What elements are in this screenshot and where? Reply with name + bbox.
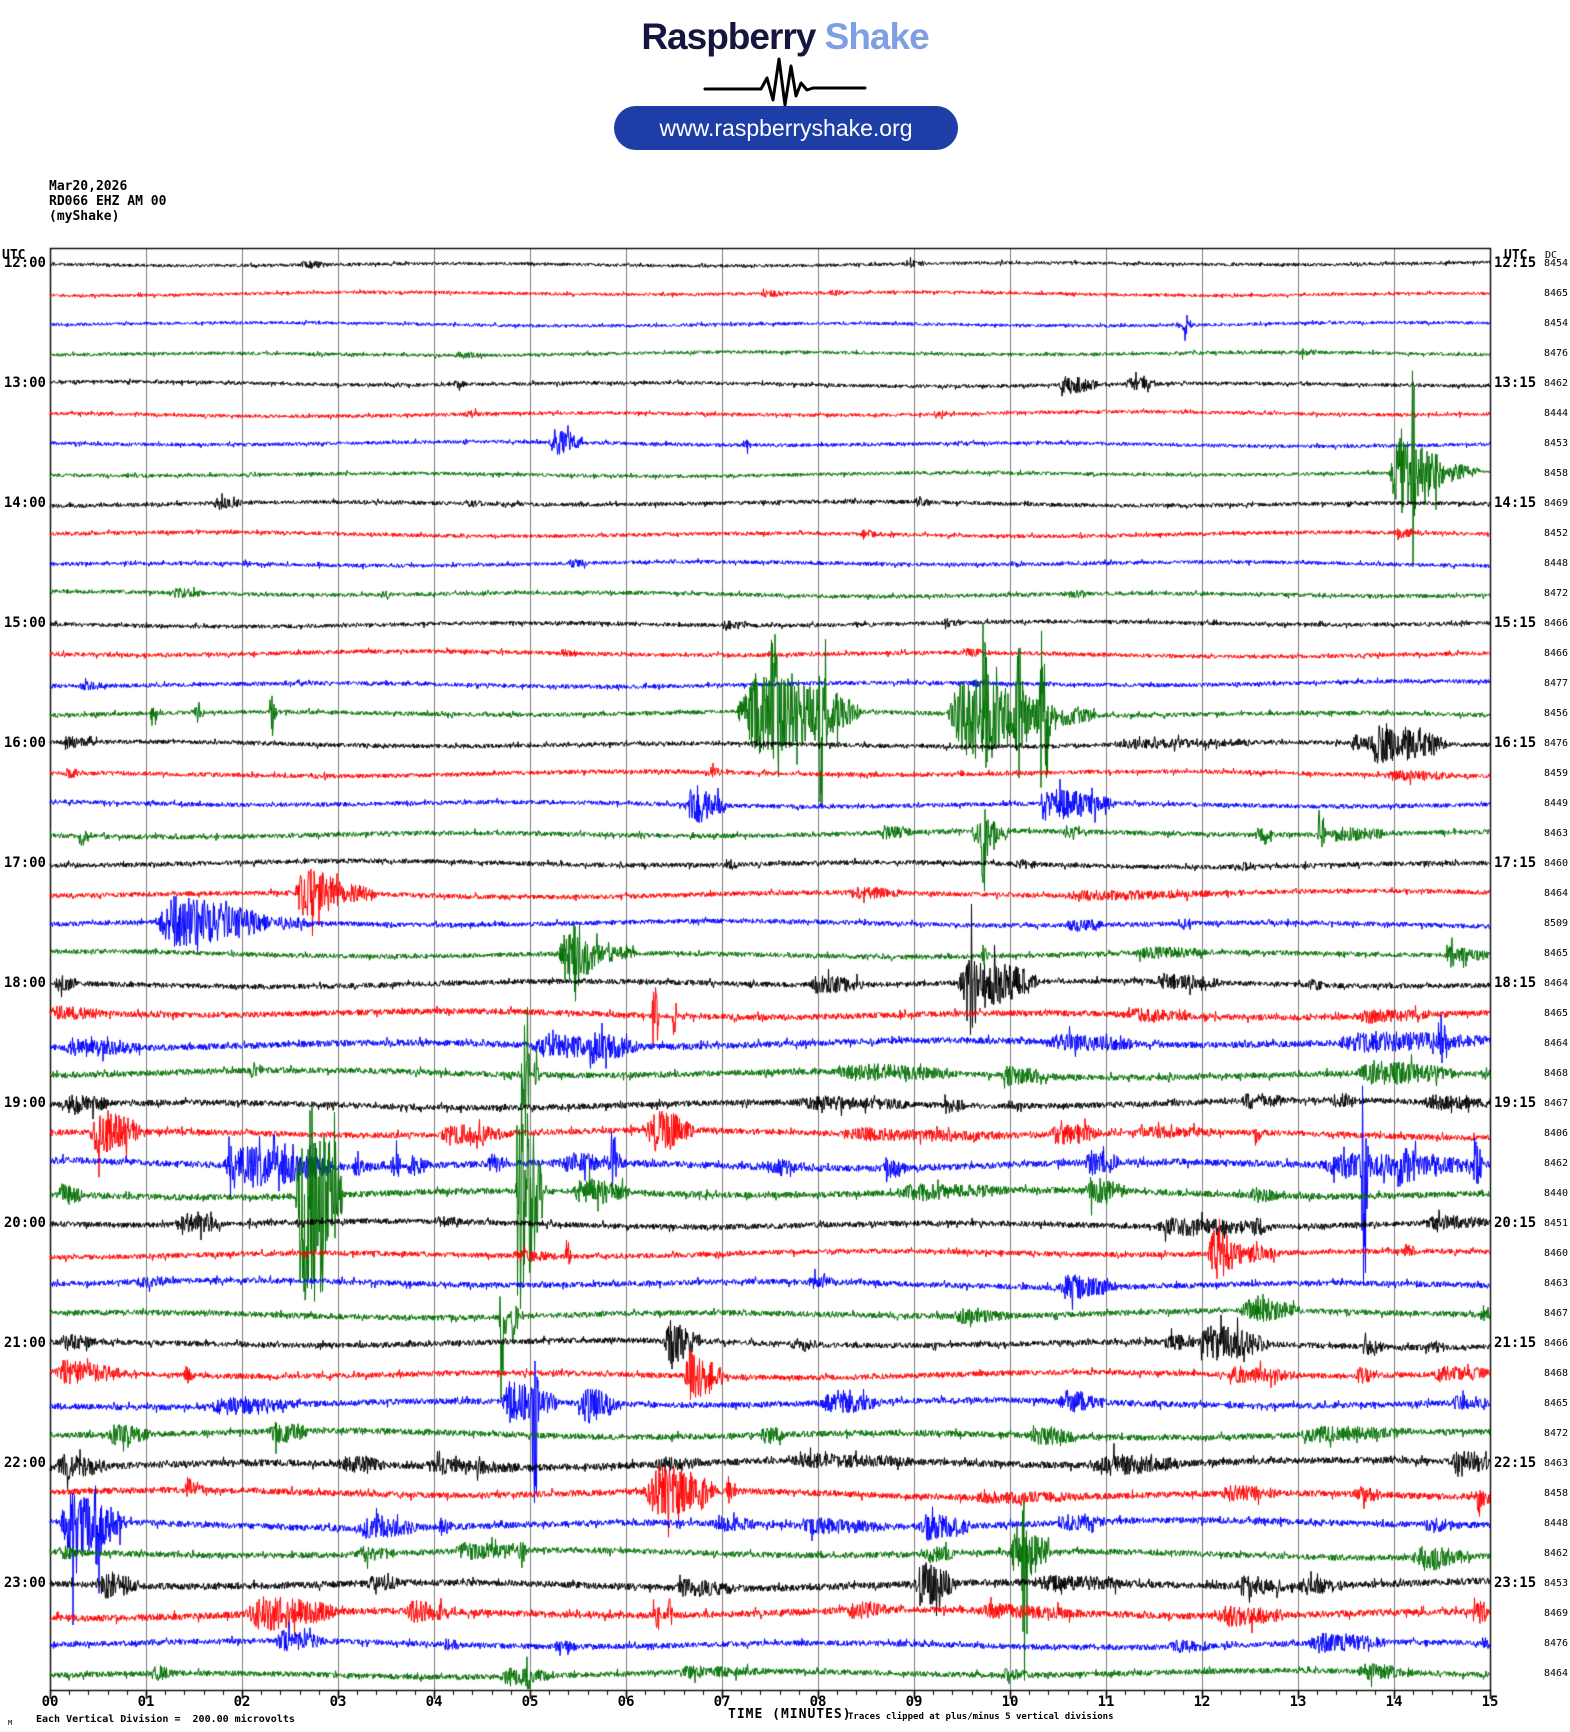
minute-label: 05: [521, 1694, 539, 1710]
dc-value: 8456: [1544, 708, 1569, 719]
hour-label-right: 22:15: [1494, 1455, 1537, 1471]
dc-value: 8449: [1544, 798, 1569, 809]
minute-label: 00: [41, 1694, 59, 1710]
dc-value: 8476: [1544, 738, 1569, 749]
dc-value: 8460: [1544, 858, 1569, 869]
hour-label-right: 18:15: [1494, 975, 1537, 991]
hour-label-left: 14:00: [3, 495, 46, 511]
minute-label: 13: [1289, 1694, 1307, 1710]
hour-label-right: 13:15: [1494, 375, 1537, 391]
hour-label-right: 17:15: [1494, 855, 1537, 871]
dc-value: 8454: [1544, 318, 1569, 329]
hour-label-left: 23:00: [3, 1575, 46, 1591]
hour-label-left: 18:00: [3, 975, 46, 991]
dc-value: 8464: [1544, 1668, 1569, 1679]
minute-label: 14: [1385, 1694, 1403, 1710]
dc-value: 8477: [1544, 678, 1569, 689]
dc-value: 8465: [1544, 948, 1569, 959]
dc-value: 8467: [1544, 1098, 1569, 1109]
dc-value: 8444: [1544, 408, 1569, 419]
minute-label: 09: [905, 1694, 923, 1710]
dc-value: 8454: [1544, 258, 1569, 269]
minute-label: 04: [425, 1694, 443, 1710]
utc-label-right: UTC: [1504, 248, 1528, 263]
dc-value: 8459: [1544, 768, 1569, 779]
hour-label-right: 19:15: [1494, 1095, 1537, 1111]
dc-value: 8458: [1544, 1488, 1569, 1499]
dc-value: 8462: [1544, 1548, 1569, 1559]
dc-value: 8462: [1544, 1158, 1569, 1169]
dc-value: 8464: [1544, 1038, 1569, 1049]
hour-label-right: 14:15: [1494, 495, 1537, 511]
clip-note: Traces clipped at plus/minus 5 vertical …: [848, 1712, 1114, 1722]
dc-value: 8466: [1544, 648, 1569, 659]
hour-label-left: 16:00: [3, 735, 46, 751]
dc-value: 8469: [1544, 1608, 1569, 1619]
hour-label-left: 15:00: [3, 615, 46, 631]
dc-value: 8476: [1544, 1638, 1569, 1649]
hour-label-left: 19:00: [3, 1095, 46, 1111]
minute-label: 02: [233, 1694, 251, 1710]
dc-value: 8458: [1544, 468, 1569, 479]
scale-note: Each Vertical Division = 200.00 microvol…: [36, 1714, 295, 1725]
dc-value: 8463: [1544, 1278, 1569, 1289]
hour-label-right: 16:15: [1494, 735, 1537, 751]
minute-label: 08: [809, 1694, 827, 1710]
utc-label-left: UTC: [2, 248, 26, 263]
minute-label: 15: [1481, 1694, 1499, 1710]
dc-value: 8465: [1544, 288, 1569, 299]
dc-value: 8472: [1544, 588, 1569, 599]
hour-label-left: 21:00: [3, 1335, 46, 1351]
dc-value: 8465: [1544, 1008, 1569, 1019]
dc-value: 8463: [1544, 1458, 1569, 1469]
dc-value: 8467: [1544, 1308, 1569, 1319]
dc-value: 8406: [1544, 1128, 1569, 1139]
dc-value: 8452: [1544, 528, 1569, 539]
dc-value: 8466: [1544, 618, 1569, 629]
dc-value: 8509: [1544, 918, 1569, 929]
watermark-glyph: M: [8, 1719, 13, 1727]
dc-value: 8469: [1544, 498, 1569, 509]
minute-label: 06: [617, 1694, 635, 1710]
dc-value: 8465: [1544, 1398, 1569, 1409]
dc-value: 8448: [1544, 1518, 1569, 1529]
dc-value: 8440: [1544, 1188, 1569, 1199]
dc-value: 8464: [1544, 888, 1569, 899]
dc-value: 8460: [1544, 1248, 1569, 1259]
minute-label: 11: [1097, 1694, 1115, 1710]
dc-value: 8453: [1544, 1578, 1569, 1589]
dc-value: 8451: [1544, 1218, 1569, 1229]
dc-value: 8463: [1544, 828, 1569, 839]
hour-label-left: 20:00: [3, 1215, 46, 1231]
dc-value: 8468: [1544, 1368, 1569, 1379]
x-axis-title: TIME (MINUTES): [728, 1707, 852, 1722]
minute-label: 10: [1001, 1694, 1019, 1710]
minute-label: 01: [137, 1694, 155, 1710]
hour-label-left: 13:00: [3, 375, 46, 391]
dc-value: 8448: [1544, 558, 1569, 569]
dc-value: 8462: [1544, 378, 1569, 389]
dc-value: 8476: [1544, 348, 1569, 359]
hour-label-left: 22:00: [3, 1455, 46, 1471]
hour-label-left: 12:00: [3, 255, 46, 271]
dc-value: 8472: [1544, 1428, 1569, 1439]
hour-label-right: 12:15: [1494, 255, 1537, 271]
dc-value: 8453: [1544, 438, 1569, 449]
dc-value: 8468: [1544, 1068, 1569, 1079]
minute-label: 12: [1193, 1694, 1211, 1710]
hour-label-right: 15:15: [1494, 615, 1537, 631]
hour-label-right: 23:15: [1494, 1575, 1537, 1591]
dc-value: 8466: [1544, 1338, 1569, 1349]
dc-column-header: DC: [1545, 250, 1558, 261]
hour-label-right: 21:15: [1494, 1335, 1537, 1351]
hour-label-right: 20:15: [1494, 1215, 1537, 1231]
minute-label: 07: [713, 1694, 731, 1710]
dc-value: 8464: [1544, 978, 1569, 989]
minute-label: 03: [329, 1694, 347, 1710]
hour-label-left: 17:00: [3, 855, 46, 871]
